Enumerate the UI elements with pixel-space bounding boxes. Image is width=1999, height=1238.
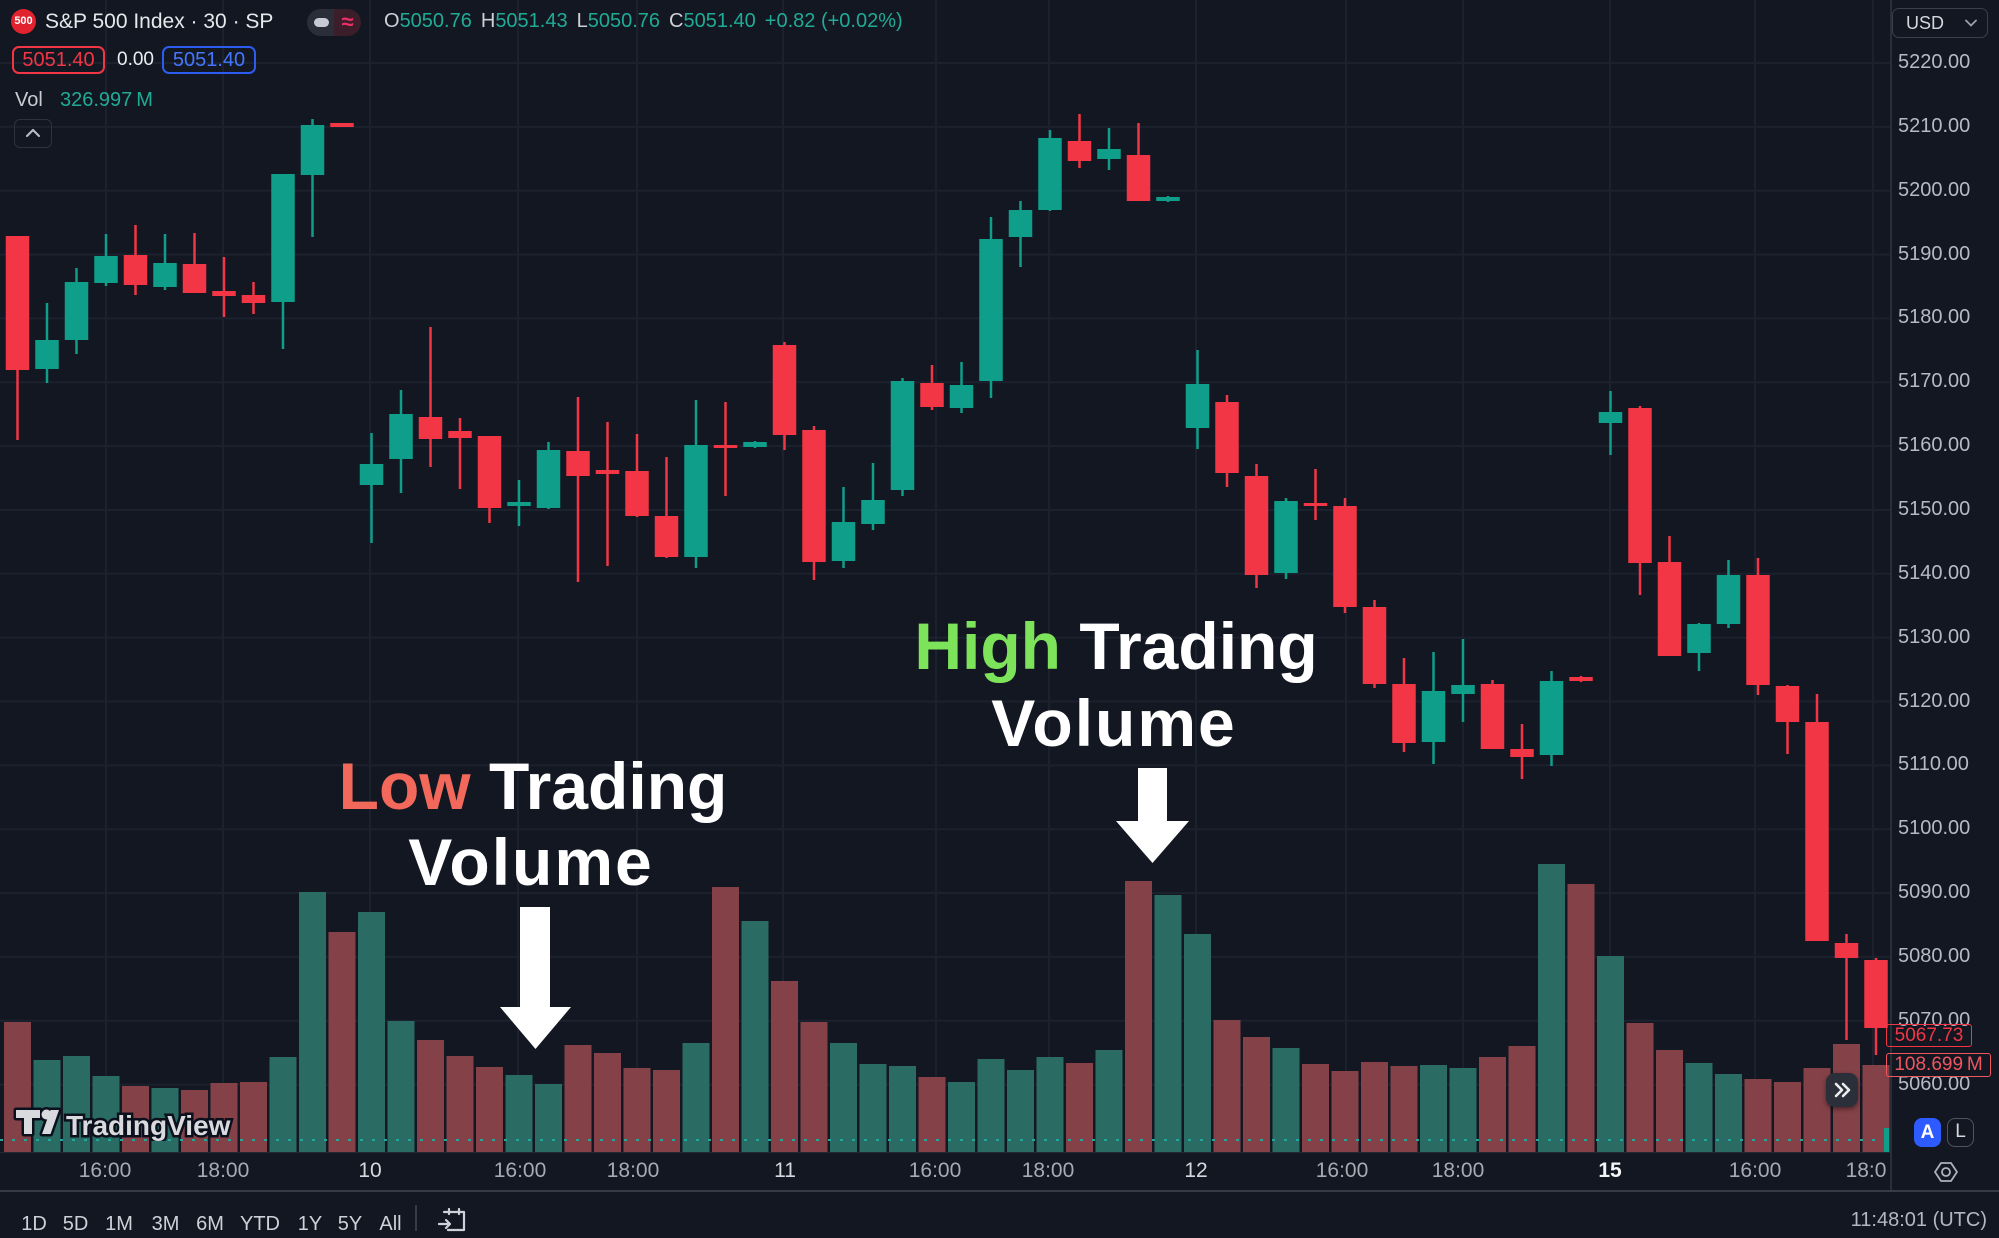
svg-text:TradingView: TradingView	[66, 1110, 231, 1141]
